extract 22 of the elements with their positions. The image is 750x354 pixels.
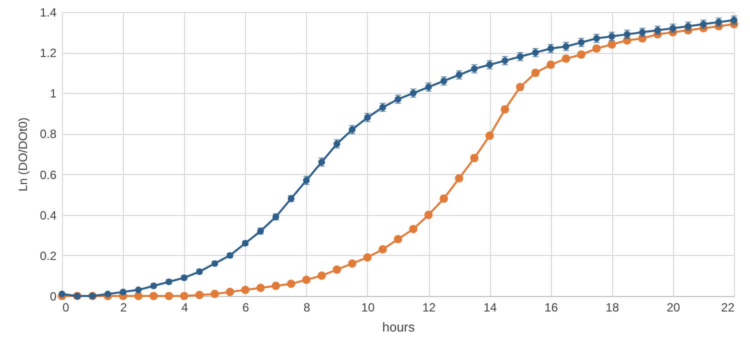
y-tick-label: 1.2 <box>40 46 57 60</box>
y-tick-label: 1.4 <box>40 6 57 20</box>
y-tick-label: 0.8 <box>40 127 57 142</box>
x-tick-label: 8 <box>304 300 311 314</box>
y-axis-title: Ln (DO/DOt0) <box>16 117 30 192</box>
y-tick-label: 0.4 <box>40 208 57 222</box>
y-tick-label: 0.6 <box>40 168 57 182</box>
x-tick-label: 12 <box>422 300 436 314</box>
y-tick-label: 0.2 <box>40 248 57 263</box>
x-tick-label: 2 <box>120 300 128 314</box>
x-axis-title: hours <box>382 320 416 334</box>
x-tick-label: 4 <box>181 300 188 314</box>
x-tick-label: 18 <box>606 300 620 314</box>
x-tick-label: 10 <box>361 300 375 314</box>
x-tick-label: 6 <box>242 300 250 314</box>
x-tick-label: 16 <box>544 300 558 314</box>
y-tick-label: 1 <box>50 86 57 101</box>
x-tick-label: 14 <box>483 300 498 314</box>
x-tick-label: 22 <box>721 300 735 314</box>
x-tick-label: 20 <box>666 300 680 314</box>
y-tick-label: 0 <box>50 290 57 304</box>
x-tick-label: 0 <box>62 300 70 314</box>
